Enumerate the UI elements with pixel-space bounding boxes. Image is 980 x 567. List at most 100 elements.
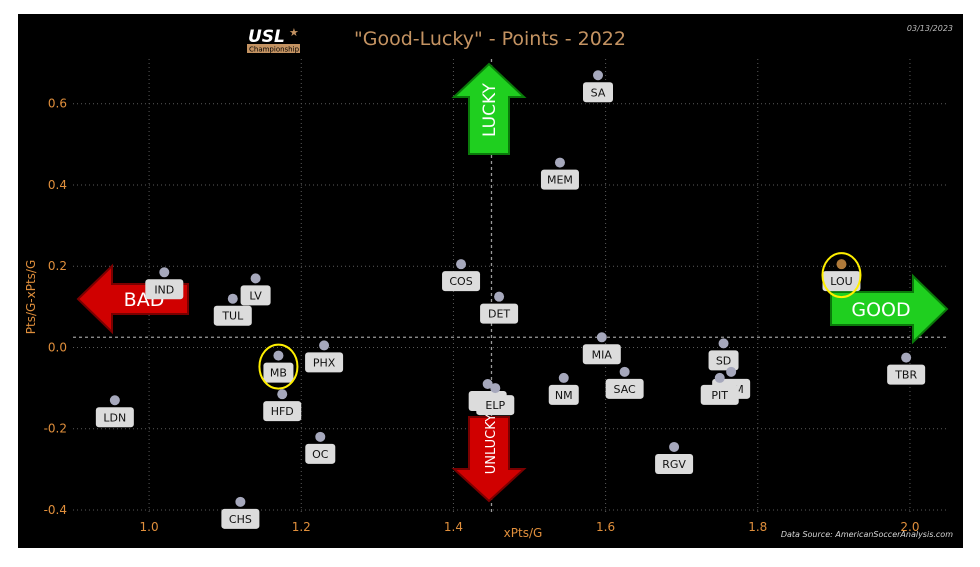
point-label-box bbox=[540, 169, 579, 190]
point-label-box bbox=[548, 384, 579, 405]
point-label: SAC bbox=[614, 383, 637, 396]
point-label: MB bbox=[270, 367, 287, 380]
point-label: IND bbox=[154, 283, 174, 296]
point-label-box bbox=[480, 303, 519, 324]
point-marker bbox=[490, 383, 501, 394]
point-marker bbox=[669, 441, 680, 452]
point-label: LV bbox=[249, 289, 262, 302]
x-tick-label: 2.0 bbox=[900, 520, 919, 534]
y-tick-label: 0.2 bbox=[48, 259, 67, 273]
point-label-box bbox=[822, 271, 861, 292]
point-label: PHX bbox=[313, 356, 336, 369]
point-marker bbox=[315, 431, 326, 442]
x-tick-label: 1.8 bbox=[748, 520, 767, 534]
point-marker bbox=[619, 366, 630, 377]
point-marker bbox=[596, 332, 607, 343]
point-marker bbox=[159, 267, 170, 278]
point-label: LDN bbox=[103, 411, 126, 424]
point-marker bbox=[456, 259, 467, 270]
x-axis-label: xPts/G bbox=[504, 526, 543, 540]
point-label-box bbox=[240, 285, 271, 306]
point-label: TBR bbox=[894, 369, 917, 382]
point-label-box bbox=[305, 443, 336, 464]
usl-logo: USL ★ Championship bbox=[247, 22, 300, 54]
point-label-box bbox=[263, 401, 302, 422]
point-label-box bbox=[583, 82, 613, 103]
point-marker bbox=[714, 372, 725, 383]
point-marker bbox=[109, 395, 120, 406]
x-tick-label: 1.0 bbox=[140, 520, 159, 534]
point-marker bbox=[273, 350, 284, 361]
x-tick-label: 1.2 bbox=[292, 520, 311, 534]
point-label-box bbox=[221, 508, 260, 529]
point-label-box bbox=[305, 352, 344, 373]
point-marker bbox=[277, 389, 288, 400]
data-points: SAMEMINDLVTULCOSDETLOUSDBHMPITTBRMIASACN… bbox=[95, 70, 926, 529]
point-label: NM bbox=[555, 389, 573, 402]
point-marker bbox=[593, 70, 603, 81]
point-marker bbox=[235, 496, 246, 507]
point-label-box bbox=[263, 362, 294, 383]
x-tick-label: 1.6 bbox=[596, 520, 615, 534]
scatter-chart: USL ★ Championship "Good-Lucky" - Points… bbox=[18, 14, 963, 548]
point-label-box bbox=[213, 305, 252, 326]
y-axis-label: Pts/G-xPts/G bbox=[24, 260, 38, 335]
logo-text: USL bbox=[248, 27, 285, 47]
point-marker bbox=[494, 291, 505, 302]
arrow-right-icon bbox=[830, 273, 949, 345]
chart-title: "Good-Lucky" - Points - 2022 bbox=[354, 28, 626, 50]
point-marker bbox=[554, 157, 565, 168]
point-label: MIA bbox=[592, 348, 613, 361]
point-marker bbox=[227, 293, 238, 304]
y-tick-label: 0.6 bbox=[48, 97, 67, 111]
logo-star-icon: ★ bbox=[289, 26, 299, 39]
point-marker bbox=[726, 366, 737, 377]
highlight-ring bbox=[821, 252, 862, 299]
point-marker bbox=[718, 338, 729, 349]
point-label: SD bbox=[716, 354, 731, 367]
point-label-box bbox=[442, 271, 481, 292]
point-marker bbox=[558, 372, 569, 383]
point-label: RGV bbox=[662, 458, 686, 471]
point-label-box bbox=[605, 378, 644, 399]
point-label: CHS bbox=[229, 513, 252, 526]
point-label-box bbox=[582, 344, 621, 365]
arrow-up-label: LUCKY bbox=[480, 82, 500, 136]
data-source: Data Source: AmericanSoccerAnalysis.com bbox=[781, 530, 953, 539]
point-label: COS bbox=[449, 275, 472, 288]
y-tick-label: -0.2 bbox=[44, 422, 67, 436]
arrow-down-label: UNLUCKY bbox=[484, 414, 499, 474]
point-marker bbox=[482, 379, 493, 389]
y-tick-label: 0.4 bbox=[48, 178, 67, 192]
arrow-right-label: GOOD bbox=[851, 299, 910, 321]
tick-labels: 1.0 1.2 1.4 1.6 1.8 2.0 -0.4 -0.2 0.0 0.2 0.4 0.6 bbox=[44, 97, 920, 534]
logo-banner bbox=[247, 44, 300, 53]
highlight-ring bbox=[258, 343, 299, 390]
chart-frame: USL ★ Championship "Good-Lucky" - Points… bbox=[18, 14, 963, 548]
point-label-box bbox=[700, 384, 739, 405]
arrow-down-icon bbox=[451, 416, 527, 503]
point-label: LOU bbox=[830, 275, 852, 288]
point-label-box bbox=[476, 395, 515, 416]
point-label: MEM bbox=[547, 174, 573, 187]
point-label: OC bbox=[312, 448, 329, 461]
point-label-box bbox=[887, 364, 926, 385]
point-label: DET bbox=[488, 308, 510, 321]
point-label: HFD bbox=[271, 405, 294, 418]
logo-subtext: Championship bbox=[249, 46, 300, 54]
point-label-box bbox=[708, 350, 739, 371]
point-label-box bbox=[655, 453, 694, 474]
date-stamp: 03/13/2023 bbox=[907, 24, 953, 33]
x-tick-label: 1.4 bbox=[444, 520, 463, 534]
point-marker bbox=[250, 273, 261, 284]
point-label: PIT bbox=[711, 389, 728, 402]
point-label: ELP bbox=[485, 399, 505, 412]
point-marker bbox=[319, 340, 330, 351]
point-label-box bbox=[95, 407, 134, 428]
point-marker bbox=[901, 352, 912, 363]
point-marker bbox=[836, 259, 847, 270]
point-label: SA bbox=[591, 86, 606, 99]
y-tick-label: 0.0 bbox=[48, 340, 67, 354]
y-tick-label: -0.4 bbox=[44, 503, 67, 517]
